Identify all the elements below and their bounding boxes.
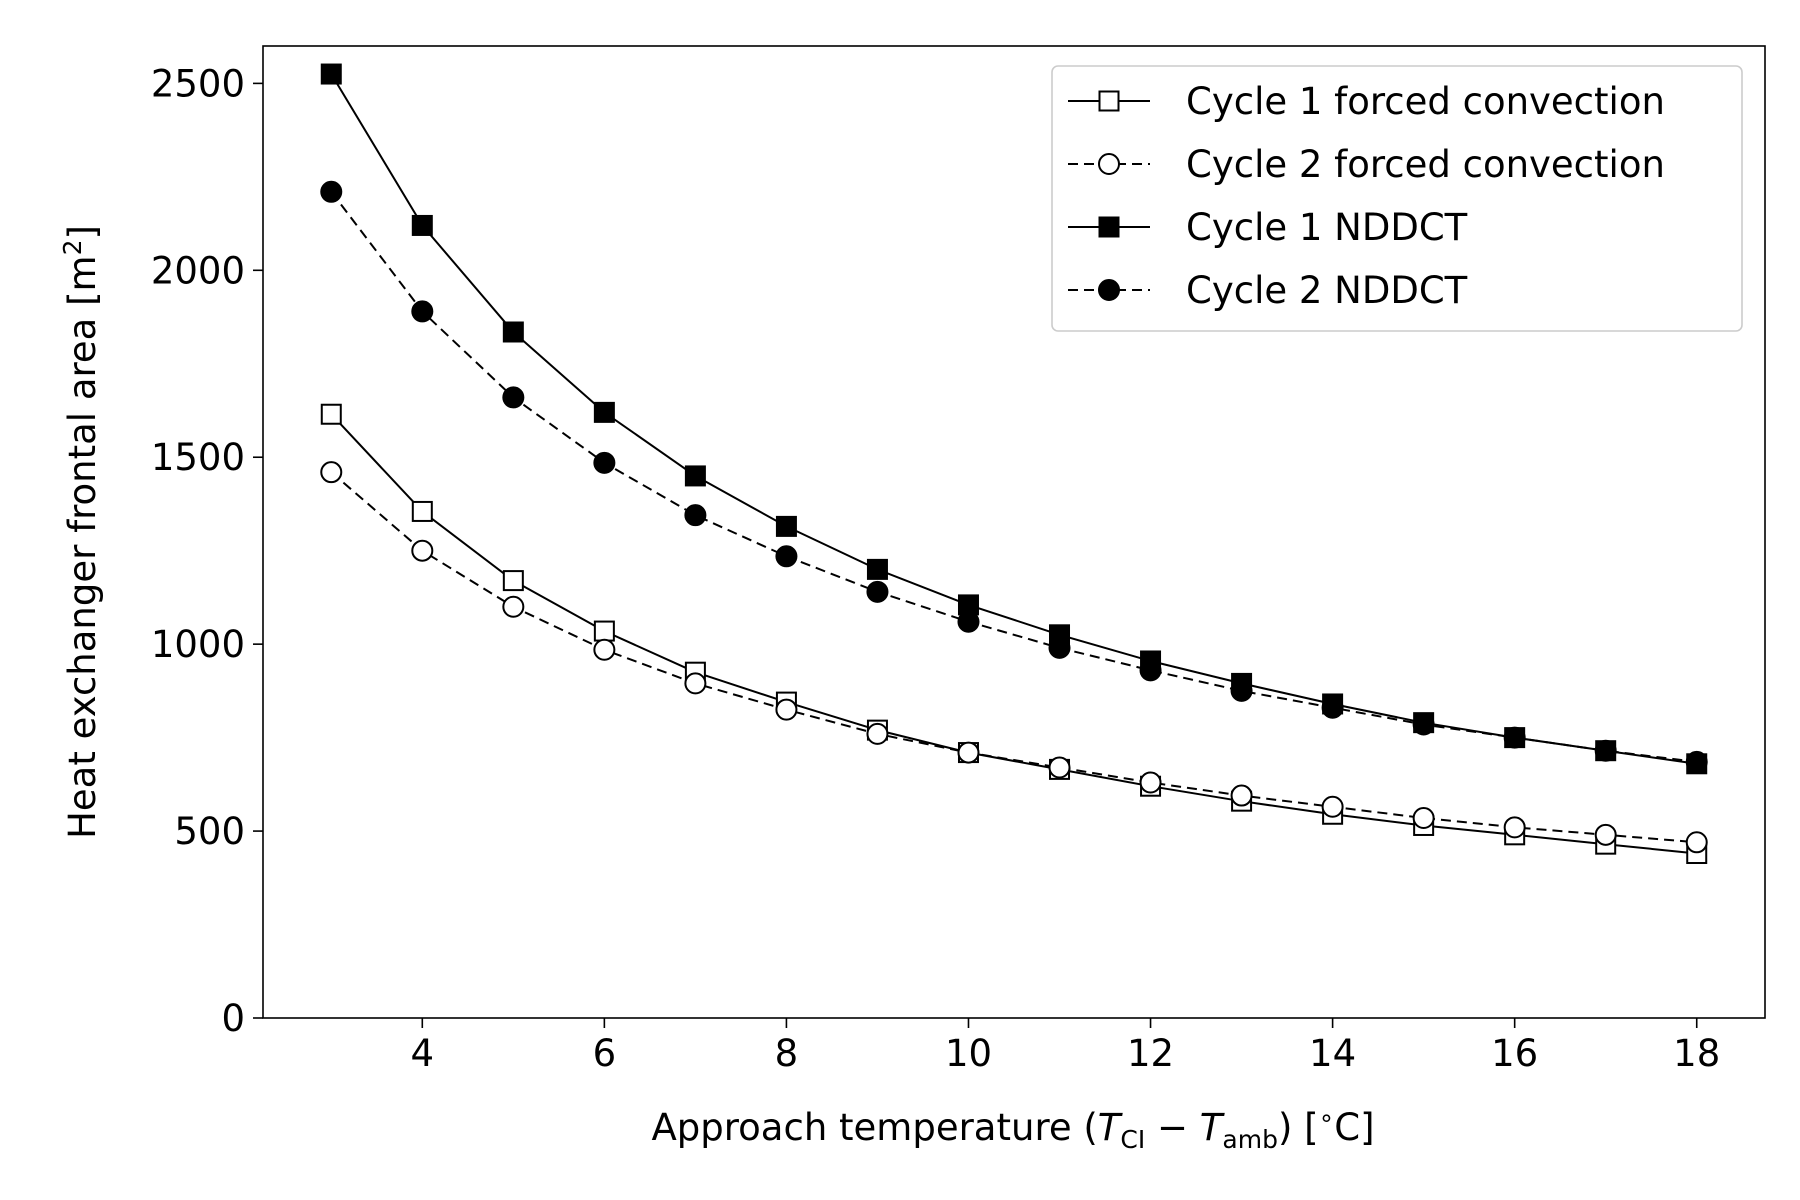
data-point <box>866 722 889 745</box>
legend-entries: Cycle 1 forced convection Cycle 2 forced … <box>1068 80 1665 312</box>
x-tick-label: 6 <box>593 1032 617 1075</box>
data-point <box>411 300 434 323</box>
data-point <box>684 672 707 695</box>
data-point <box>1048 756 1071 779</box>
data-point <box>957 610 980 633</box>
data-point <box>1503 726 1526 749</box>
data-point <box>1139 659 1162 682</box>
data-point <box>593 638 616 661</box>
data-point <box>957 741 980 764</box>
data-point <box>320 461 343 484</box>
data-point <box>1412 806 1435 829</box>
data-point <box>1321 696 1344 719</box>
data-point <box>1139 771 1162 794</box>
y-tick-label: 1000 <box>151 623 245 666</box>
data-point <box>502 386 525 409</box>
data-point <box>411 539 434 562</box>
y-tick-label: 2000 <box>151 249 245 292</box>
data-point <box>593 620 615 642</box>
data-point <box>775 515 797 537</box>
data-point <box>866 558 888 580</box>
data-point <box>866 580 889 603</box>
series-line <box>330 191 1697 763</box>
data-point <box>1412 713 1435 736</box>
y-axis-label: Heat exchanger frontal area [m2] <box>58 225 104 839</box>
data-point <box>320 180 343 203</box>
x-tick-label: 8 <box>775 1032 799 1075</box>
x-tick-label: 4 <box>411 1032 435 1075</box>
legend: Cycle 1 forced convection Cycle 2 forced … <box>1051 65 1743 332</box>
legend-label: Cycle 2 forced convection <box>1186 143 1665 186</box>
legend-label: Cycle 2 NDDCT <box>1186 269 1468 312</box>
legend-marker <box>1098 90 1120 112</box>
data-point <box>1048 636 1071 659</box>
data-point <box>320 403 342 425</box>
data-point <box>775 698 798 721</box>
data-point <box>593 451 616 474</box>
data-point <box>1685 750 1708 773</box>
series-cycle-2-forced-convection <box>320 461 1708 854</box>
data-point <box>684 504 707 527</box>
legend-label: Cycle 1 NDDCT <box>1186 206 1468 249</box>
data-point <box>502 595 525 618</box>
legend-label: Cycle 1 forced convection <box>1186 80 1665 123</box>
data-point <box>593 401 615 423</box>
data-point <box>1594 823 1617 846</box>
x-tick-label: 10 <box>945 1032 992 1075</box>
data-point <box>502 570 524 592</box>
x-axis-ticks: 4 6 8 10 12 14 16 18 <box>411 1018 1720 1075</box>
y-tick-label: 1500 <box>151 436 245 479</box>
y-tick-label: 2500 <box>151 62 245 105</box>
legend-entry-cycle-1-forced-convection: Cycle 1 forced convection <box>1068 80 1665 123</box>
x-tick-label: 14 <box>1309 1032 1356 1075</box>
data-point <box>502 321 524 343</box>
plot-frame <box>262 45 1766 1019</box>
y-axis-ticks: 0 500 1000 1500 2000 2500 <box>151 62 263 1040</box>
data-point <box>1503 816 1526 839</box>
legend-entry-cycle-2-forced-convection: Cycle 2 forced convection <box>1068 143 1665 186</box>
legend-marker <box>1098 153 1120 175</box>
x-axis-label: Approach temperature (TCI − Tamb) [∘C] <box>651 1103 1374 1154</box>
legend-entry-cycle-2-nddct: Cycle 2 NDDCT <box>1068 269 1468 312</box>
data-point <box>320 63 342 85</box>
x-tick-label: 18 <box>1673 1032 1720 1075</box>
series-line <box>330 471 1697 844</box>
data-point <box>1230 679 1253 702</box>
plot-series <box>320 63 1708 865</box>
legend-marker <box>1098 216 1120 238</box>
data-point <box>411 500 433 522</box>
legend-box <box>1051 65 1743 332</box>
data-point <box>1594 739 1617 762</box>
data-point <box>1321 795 1344 818</box>
x-tick-label: 12 <box>1127 1032 1174 1075</box>
data-point <box>1685 831 1708 854</box>
y-tick-label: 0 <box>221 997 245 1040</box>
data-point <box>684 465 706 487</box>
data-point <box>1230 784 1253 807</box>
x-tick-label: 16 <box>1491 1032 1538 1075</box>
data-point <box>775 545 798 568</box>
legend-entry-cycle-1-nddct: Cycle 1 NDDCT <box>1068 206 1468 249</box>
data-point <box>411 214 433 236</box>
series-cycle-2-nddct <box>320 180 1708 773</box>
y-tick-label: 500 <box>174 810 245 853</box>
legend-marker <box>1098 279 1120 301</box>
